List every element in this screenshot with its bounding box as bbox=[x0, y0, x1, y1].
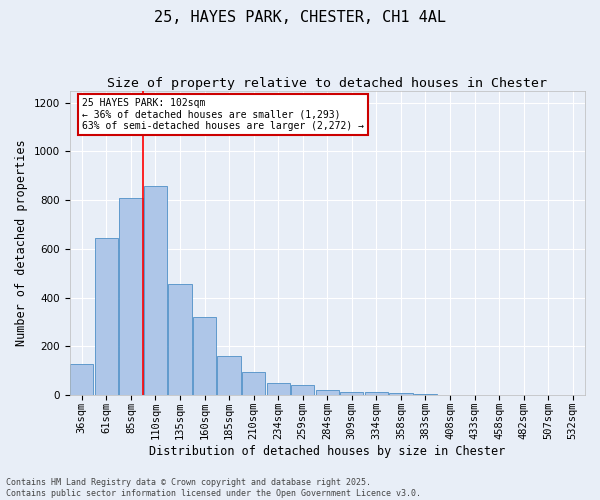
Bar bbox=[414, 394, 437, 395]
Bar bbox=[365, 392, 388, 395]
Bar bbox=[389, 393, 413, 395]
Text: Contains HM Land Registry data © Crown copyright and database right 2025.
Contai: Contains HM Land Registry data © Crown c… bbox=[6, 478, 421, 498]
Title: Size of property relative to detached houses in Chester: Size of property relative to detached ho… bbox=[107, 78, 547, 90]
Y-axis label: Number of detached properties: Number of detached properties bbox=[15, 140, 28, 346]
Bar bbox=[340, 392, 364, 395]
Text: 25, HAYES PARK, CHESTER, CH1 4AL: 25, HAYES PARK, CHESTER, CH1 4AL bbox=[154, 10, 446, 25]
Bar bbox=[119, 198, 143, 395]
Text: 25 HAYES PARK: 102sqm
← 36% of detached houses are smaller (1,293)
63% of semi-d: 25 HAYES PARK: 102sqm ← 36% of detached … bbox=[82, 98, 364, 131]
Bar bbox=[291, 386, 314, 395]
Bar bbox=[316, 390, 339, 395]
Bar bbox=[266, 383, 290, 395]
Bar bbox=[169, 284, 191, 395]
Bar bbox=[217, 356, 241, 395]
Bar bbox=[144, 186, 167, 395]
Bar bbox=[95, 238, 118, 395]
Bar bbox=[242, 372, 265, 395]
Bar bbox=[70, 364, 94, 395]
X-axis label: Distribution of detached houses by size in Chester: Distribution of detached houses by size … bbox=[149, 444, 505, 458]
Bar bbox=[193, 317, 216, 395]
